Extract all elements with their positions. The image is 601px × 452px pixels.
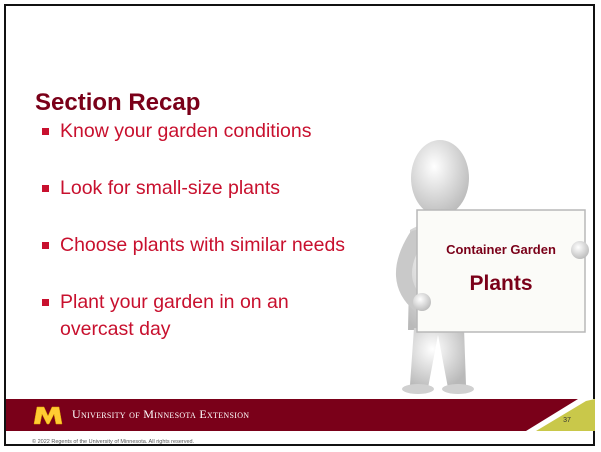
bullet: Look for small-size plants [40, 175, 360, 202]
organization-name: University of Minnesota Extension [72, 407, 249, 422]
bullet: Plant your garden in on an overcast day [40, 289, 360, 343]
page-number: 37 [563, 417, 571, 424]
slide-title: Section Recap [35, 89, 200, 117]
hand [413, 293, 431, 311]
sign-board [417, 210, 585, 332]
copyright: © 2022 Regents of the University of Minn… [32, 439, 194, 445]
foot [402, 384, 434, 394]
bullet: Know your garden conditions [40, 118, 360, 145]
bullet: Choose plants with similar needs [40, 232, 360, 259]
person-with-sign: Container Garden Plants [380, 130, 595, 395]
head [411, 140, 469, 216]
slide: Section Recap Know your garden condition… [0, 0, 601, 452]
legs [410, 328, 466, 388]
hand [571, 241, 589, 259]
sign-line-2: Plants [469, 272, 532, 295]
bullet-list: Know your garden conditions Look for sma… [40, 118, 360, 373]
foot [442, 384, 474, 394]
sign-line-1: Container Garden [446, 242, 556, 257]
footer-bar: 37 University of Minnesota Extension [6, 399, 595, 431]
logo [34, 407, 62, 424]
footer-accent [536, 399, 595, 431]
